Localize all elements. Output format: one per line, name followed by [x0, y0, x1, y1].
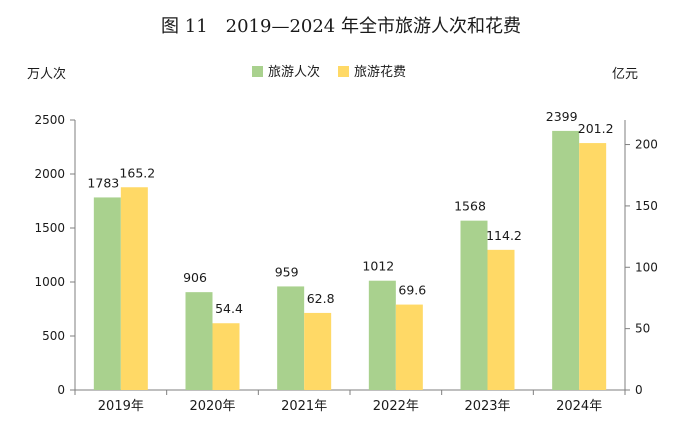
left-tick-label: 1500 [34, 221, 65, 235]
bar-tourist-visits [552, 130, 580, 390]
data-label-spending: 69.6 [398, 283, 426, 298]
data-label-visits: 959 [275, 264, 299, 279]
data-label-visits: 906 [183, 270, 207, 285]
bar-tourism-spending [212, 323, 240, 390]
data-label-spending: 62.8 [307, 291, 335, 306]
right-tick-label: 150 [635, 199, 658, 213]
x-tick-label: 2022年 [373, 399, 419, 414]
x-tick-label: 2020年 [189, 399, 235, 414]
bar-tourism-spending [579, 143, 607, 390]
bar-tourism-spending [487, 249, 515, 390]
left-tick-label: 0 [57, 383, 65, 397]
bar-tourism-spending [304, 312, 332, 390]
x-tick-label: 2023年 [464, 399, 510, 414]
x-tick-label: 2024年 [556, 399, 602, 414]
right-axis-unit: 亿元 [612, 67, 638, 82]
left-tick-label: 2000 [34, 167, 65, 181]
data-label-visits: 1568 [454, 199, 486, 214]
data-label-spending: 201.2 [578, 121, 614, 136]
legend: 旅游人次 旅游花费 [252, 64, 406, 80]
bar-tourist-visits [93, 197, 121, 390]
data-label-spending: 165.2 [119, 165, 155, 180]
x-tick-label: 2019年 [98, 399, 144, 414]
bar-tourist-visits [277, 286, 305, 390]
x-tick-label: 2021年 [281, 399, 327, 414]
bar-tourism-spending [395, 304, 423, 390]
legend-swatch-spending [338, 66, 349, 77]
bar-tourism-spending [120, 187, 148, 390]
data-label-spending: 54.4 [215, 301, 243, 316]
legend-label-visits: 旅游人次 [268, 64, 320, 80]
left-tick-label: 1000 [34, 275, 65, 289]
legend-swatch-visits [252, 66, 263, 77]
data-label-visits: 1783 [87, 175, 119, 190]
left-axis-unit: 万人次 [27, 66, 66, 82]
bar-tourist-visits [460, 220, 488, 390]
right-tick-label: 200 [635, 138, 658, 152]
bar-tourist-visits [185, 292, 213, 390]
data-label-spending: 114.2 [486, 228, 522, 243]
bar-tourist-visits [368, 280, 396, 390]
chart-title: 图 11 2019—2024 年全市旅游人次和花费 [161, 16, 521, 37]
right-tick-label: 50 [635, 322, 650, 336]
right-tick-label: 0 [635, 383, 643, 397]
bars [93, 130, 607, 390]
legend-label-spending: 旅游花费 [354, 64, 406, 80]
right-tick-label: 100 [635, 260, 658, 274]
data-label-visits: 2399 [546, 109, 578, 124]
left-tick-label: 500 [42, 329, 65, 343]
left-tick-label: 2500 [34, 113, 65, 127]
axes: 0 500 1000 1500 2000 2500 0 50 100 150 200 2019年 202… [34, 113, 657, 414]
data-label-visits: 1012 [362, 259, 394, 274]
